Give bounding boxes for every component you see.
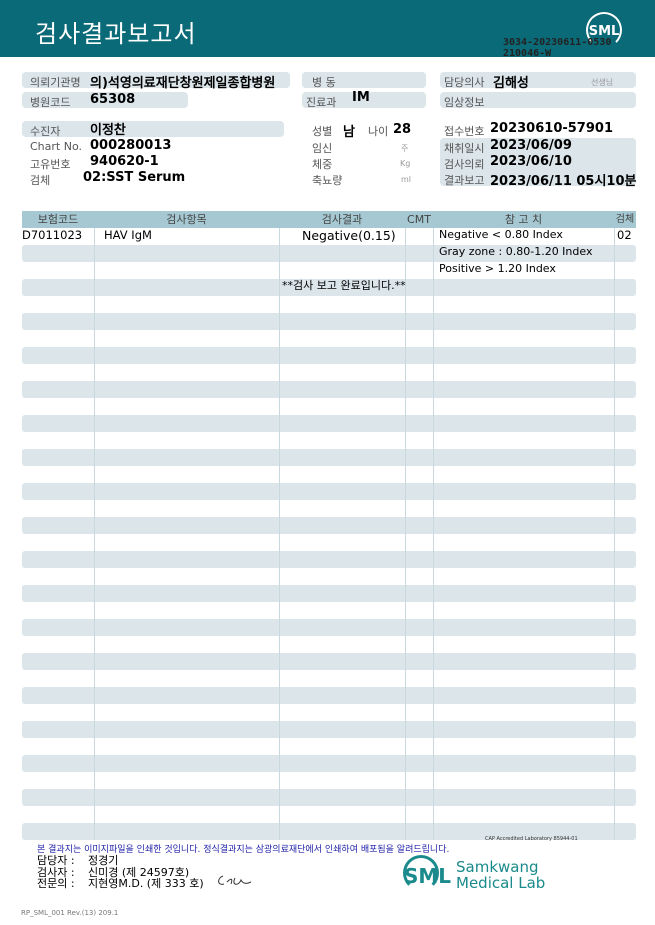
column-divider bbox=[433, 211, 434, 840]
hospital-code-label: 병원코드 bbox=[30, 96, 71, 109]
reported-label: 결과보고 bbox=[444, 174, 485, 187]
institution-label: 의뢰기관명 bbox=[30, 76, 81, 89]
specialist: 지현영M.D. (제 333 호) bbox=[88, 877, 204, 890]
row-band bbox=[22, 483, 636, 500]
row-band bbox=[22, 449, 636, 466]
manager: 정경기 bbox=[88, 854, 119, 867]
dept-label: 진료과 bbox=[306, 96, 337, 109]
row-band bbox=[22, 823, 636, 840]
row-band bbox=[22, 619, 636, 636]
doctor-suffix: 선생님 bbox=[591, 78, 614, 87]
header-cmt: CMT bbox=[405, 211, 433, 228]
row-band bbox=[22, 279, 636, 296]
results-table: 보험코드 검사항목 검사결과 CMT 참 고 치 검체 D7011023 HAV… bbox=[22, 211, 636, 840]
row-band bbox=[22, 313, 636, 330]
row-result: Negative(0.15) bbox=[302, 228, 396, 243]
header-code: 보험코드 bbox=[22, 211, 94, 228]
hospital-code: 65308 bbox=[90, 92, 136, 107]
header-specimen: 검체 bbox=[614, 211, 636, 228]
age-label: 나이 bbox=[368, 125, 389, 138]
form-code: RP_SML_001 Rev.(13) 209.1 bbox=[21, 909, 119, 917]
requested-label: 검사의뢰 bbox=[444, 158, 485, 171]
specimen: 02:SST Serum bbox=[83, 170, 186, 185]
sml-logo: SML bbox=[586, 12, 622, 48]
age: 28 bbox=[393, 122, 412, 137]
row-band bbox=[22, 381, 636, 398]
doctor: 김해성 bbox=[493, 76, 529, 91]
row-band bbox=[22, 245, 636, 262]
row-band bbox=[22, 415, 636, 432]
row-band bbox=[22, 789, 636, 806]
column-divider bbox=[405, 211, 406, 840]
sex-label: 성별 bbox=[312, 125, 333, 138]
row-item: HAV IgM bbox=[104, 228, 152, 242]
tester: 신미경 (제 24597호) bbox=[88, 866, 190, 879]
urine-unit: ml bbox=[401, 175, 412, 184]
weight-unit: Kg bbox=[400, 159, 411, 168]
collected-label: 채취일시 bbox=[444, 142, 485, 155]
row-band bbox=[22, 755, 636, 772]
column-divider bbox=[279, 211, 280, 840]
requested: 2023/06/10 bbox=[490, 154, 572, 169]
sex: 남 bbox=[343, 125, 355, 140]
specialist-label: 전문의 : bbox=[37, 877, 75, 890]
pregnancy-unit: 주 bbox=[401, 144, 409, 153]
column-divider bbox=[94, 211, 95, 840]
doctor-label: 담당의사 bbox=[444, 76, 485, 89]
pregnancy-label: 임신 bbox=[312, 142, 333, 155]
dept: IM bbox=[352, 90, 370, 105]
row-band bbox=[22, 653, 636, 670]
reported: 2023/06/11 05시10분 bbox=[490, 174, 637, 189]
request-number: 3034-20230611-0530 210046-W bbox=[503, 37, 612, 59]
header-result: 검사결과 bbox=[279, 211, 405, 228]
row-band bbox=[22, 721, 636, 738]
column-divider bbox=[614, 211, 615, 840]
clinical-label: 임상정보 bbox=[444, 96, 485, 109]
chart-no: 000280013 bbox=[90, 138, 172, 153]
report-header: 검사결과보고서 SML bbox=[0, 0, 655, 57]
tester-label: 검사자 : bbox=[37, 866, 75, 879]
sml-footer-logo: SML bbox=[404, 864, 452, 888]
specimen-label: 검체 bbox=[30, 174, 51, 187]
completion-note: **검사 보고 완료입니다.** bbox=[282, 279, 406, 292]
row-reference-3: Positive > 1.20 Index bbox=[439, 262, 556, 275]
row-band bbox=[22, 687, 636, 704]
signature-image bbox=[218, 875, 252, 885]
patient: 이정찬 bbox=[90, 123, 126, 138]
row-band bbox=[22, 347, 636, 364]
urine-label: 축뇨량 bbox=[312, 174, 343, 187]
cap-accreditation: CAP Accredited Laboratory 85944-01 bbox=[485, 836, 578, 842]
report-title: 검사결과보고서 bbox=[35, 20, 197, 48]
collected: 2023/06/09 bbox=[490, 138, 572, 153]
row-band bbox=[22, 585, 636, 602]
accession: 20230610-57901 bbox=[490, 121, 613, 136]
row-band bbox=[22, 551, 636, 568]
weight-label: 체중 bbox=[312, 158, 333, 171]
accession-label: 접수번호 bbox=[444, 125, 485, 138]
row-code: D7011023 bbox=[22, 228, 83, 242]
row-reference-1: Negative < 0.80 Index bbox=[439, 228, 563, 241]
manager-label: 담당자 : bbox=[37, 854, 75, 867]
row-reference-2: Gray zone : 0.80-1.20 Index bbox=[439, 245, 593, 258]
unique-label: 고유번호 bbox=[30, 158, 71, 171]
header-reference: 참 고 치 bbox=[433, 211, 614, 228]
notice: 본 결과지는 이미지파일을 인쇄한 것입니다. 정식결과지는 삼광의료재단에서 … bbox=[37, 845, 450, 855]
institution: 의)석영의료재단창원제일종합병원 bbox=[90, 76, 276, 91]
unique-no: 940620-1 bbox=[90, 154, 159, 169]
lab-name: Samkwang Medical Lab bbox=[456, 858, 546, 892]
ward-label: 병 동 bbox=[312, 76, 336, 89]
header-item: 검사항목 bbox=[94, 211, 279, 228]
patient-label: 수진자 bbox=[30, 125, 61, 138]
row-band bbox=[22, 517, 636, 534]
row-specimen: 02 bbox=[617, 228, 632, 242]
chart-label: Chart No. bbox=[30, 140, 82, 153]
sml-footer-logo-arc bbox=[403, 855, 439, 891]
